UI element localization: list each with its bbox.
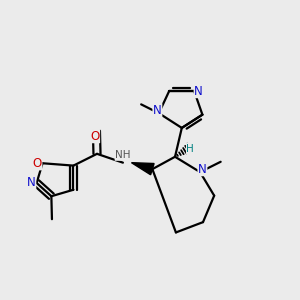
Text: O: O	[90, 130, 100, 143]
Text: N: N	[153, 104, 162, 117]
Text: N: N	[194, 85, 203, 98]
Text: O: O	[33, 157, 42, 170]
Polygon shape	[131, 163, 154, 175]
Text: H: H	[187, 143, 194, 154]
Text: N: N	[198, 163, 207, 176]
Text: NH: NH	[115, 150, 131, 160]
Text: N: N	[27, 176, 36, 190]
